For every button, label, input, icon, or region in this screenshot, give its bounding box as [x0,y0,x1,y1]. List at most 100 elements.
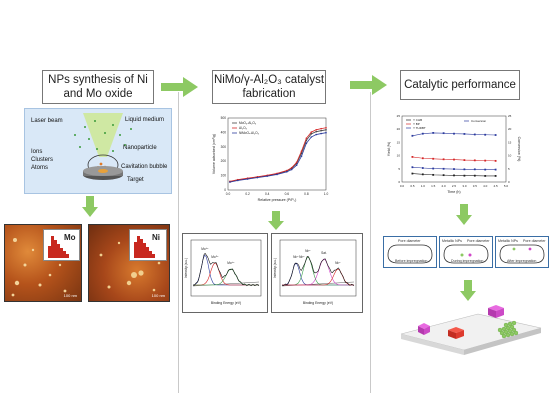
afm-image-mo: Mo 100 nm [4,224,82,302]
y-axis-label: Volume adsorbed (cm³/g) [212,134,216,174]
data-point [286,171,288,173]
data-point [411,156,414,158]
fit-component [193,262,259,286]
plot-frame [227,117,327,191]
y-axis-label: Intensity (a.u.) [273,258,277,278]
data-point [494,175,497,177]
impregnation-before: Pore diameter Before impregnation [383,236,437,268]
arrow-down-icon [460,280,476,301]
x-tick-label: 3.0 [462,184,467,188]
y-tick-label: 500 [221,116,227,120]
data-point [421,173,424,176]
histogram-label-mo: Mo [64,233,76,242]
plot-frame [190,239,262,297]
x-axis-label: Binding Energy (eV) [303,301,333,305]
x-tick-label: 0.5 [410,184,415,188]
x-tick-label: 0.8 [304,192,309,196]
plot-frame [279,239,357,297]
data-point [453,158,455,161]
data-point [295,161,298,164]
x-tick-label: 1.0 [421,184,426,188]
y-tick-label: 25 [397,114,401,118]
data-point [453,168,455,170]
y-tick-label: 10 [397,154,401,158]
data-point [432,157,435,160]
legend-label: MoO₃-Al₂O₃ [239,121,257,125]
peak-annotation: Mo⁴⁺ [227,261,235,265]
data-point [290,168,293,171]
measured-spectrum [192,252,260,287]
label-cavitation-bubble: Cavitation bubble [121,164,168,170]
label-pore-diameter: Pore diameter [467,239,490,243]
peak-annotation: Ni³⁺ [305,249,311,253]
data-point [432,131,435,134]
legend-label: Al₂O₃ [239,126,248,130]
data-point [310,131,313,133]
data-point [494,159,497,162]
x-tick-label: 0.2 [245,192,250,196]
label-metallic-nps: Metallic NPs [498,239,518,243]
data-point [325,131,327,134]
catalyst-support-illustration [400,305,542,355]
y-tick-label: 15 [397,140,401,144]
x-axis-label: Relative pressure (P/P₀) [258,198,297,202]
catalytic-performance-chart: 0.0 0.5 1.0 1.5 2.0 2.5 3.0 3.5 4.0 4.5 5.0 0 0 5 5 10 1… [384,110,524,200]
y2-tick-label: 5 [508,167,510,171]
data-point [463,159,466,161]
x-tick-label: 3.5 [473,184,478,188]
data-point [473,168,476,171]
data-point [484,175,487,177]
label-before-impregnation: Before impregnation [395,259,428,263]
y-tick-label: 5 [398,167,400,171]
data-point [325,126,327,129]
data-point [325,129,327,131]
legend-label: Conversion [471,119,487,123]
step-title-fabrication: NiMo/γ-Al₂O₃ catalyst fabrication [213,74,325,100]
y2-axis-label: Conversion (%) [517,137,521,162]
data-point [421,167,424,169]
step-box-fabrication: NiMo/γ-Al₂O₃ catalyst fabrication [212,70,326,104]
peak-annotation: Ni³⁺ [299,255,305,259]
step-box-performance: Catalytic performance [400,70,520,100]
column-divider [178,92,179,393]
data-point [290,166,293,169]
x-tick-label: 5.0 [504,184,509,188]
data-point [463,168,466,171]
data-point [305,142,308,144]
label-clusters: Clusters [31,157,54,163]
x-tick-label: 1.0 [324,192,329,196]
data-point [286,169,288,172]
xps-ni-panel: Binding Energy (eV) Intensity (a.u.) Ni²⁺ N… [271,233,363,313]
baseline [281,281,355,287]
arrow-right-icon [161,77,198,97]
series-line [229,132,327,183]
data-point [310,136,313,138]
measured-spectrum [281,256,355,287]
data-point [315,133,317,136]
series-line [229,127,327,182]
x-tick-label: 2.5 [452,184,457,188]
data-point [442,158,445,161]
label-pore-diameter: Pore diameter [398,239,421,243]
legend-label: Y BP [413,122,420,126]
data-point [276,173,278,176]
step-title-synthesis: NPs synthesis of Ni and Mo oxide [48,74,148,100]
legend-label: Y CHB [413,118,422,122]
label-liquid-medium: Liquid medium [125,117,165,123]
legend-label: NiMoOₓ-Al₂O₃ [239,131,260,135]
data-point [494,168,497,171]
label-after-impregnation: After impregnation [507,259,537,263]
x-tick-label: 4.5 [494,184,499,188]
data-point [315,129,317,131]
data-point [295,164,298,167]
data-point [473,159,476,162]
y-tick-label: 400 [221,130,227,134]
scale-bar-mo: 100 nm [63,293,77,298]
column-divider [370,92,371,393]
data-point [305,137,308,139]
data-point [315,130,317,133]
y2-tick-label: 10 [508,154,512,158]
x-tick-label: 4.0 [483,184,488,188]
x-axis-label: Binding Energy (eV) [211,301,241,305]
y-tick-label: 0 [224,188,226,192]
